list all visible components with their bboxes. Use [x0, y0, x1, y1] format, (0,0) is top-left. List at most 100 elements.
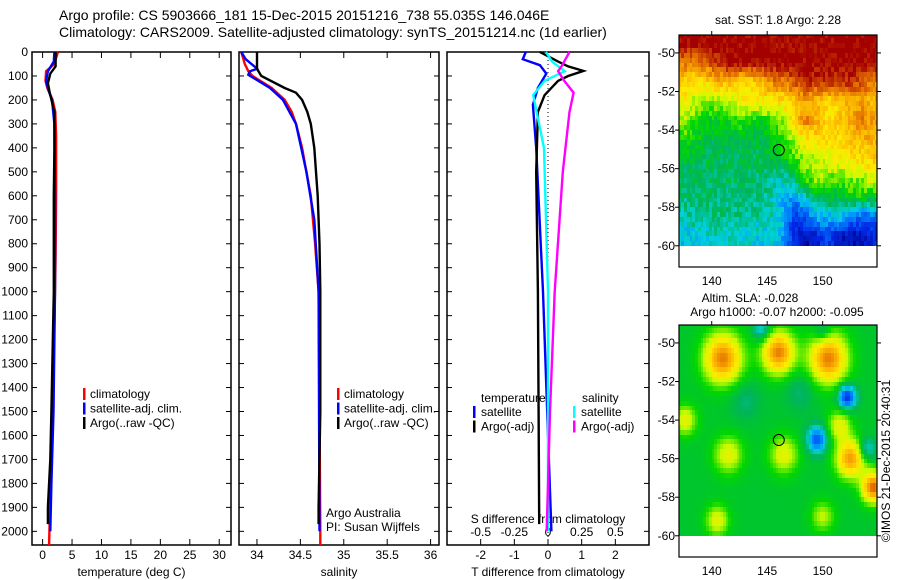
y-tick-label: 1400 — [1, 381, 28, 395]
legend-label: satellite — [581, 405, 622, 419]
plot-frame-0 — [31, 51, 232, 546]
lon-tick-label: 145 — [757, 274, 777, 288]
argo-float-location-marker — [772, 434, 785, 447]
y-tick-label: 200 — [8, 93, 28, 107]
x-tick-label: 34.5 — [289, 548, 313, 562]
lat-tick-label: -56 — [658, 452, 676, 466]
map-frame-3 — [678, 34, 878, 268]
lon-tick-label: 140 — [702, 564, 722, 578]
x-tick-label: 36 — [424, 548, 438, 562]
figure-title-line2: Climatology: CARS2009. Satellite-adjuste… — [59, 24, 607, 40]
annotation-pi: PI: Susan Wijffels — [326, 520, 420, 534]
y-tick-label: 100 — [8, 69, 28, 83]
x-axis-label: salinity — [321, 565, 358, 579]
legend-label: Argo(-adj) — [581, 420, 634, 434]
legend-label: climatology — [90, 387, 150, 401]
x-tick-label: -1 — [509, 548, 520, 562]
profile-line-argo-raw-qc- — [255, 52, 322, 525]
legend-swatch — [473, 406, 476, 418]
x-tick-label: 35 — [337, 548, 351, 562]
x-tick-label: 15 — [124, 548, 138, 562]
x-tick-label: 5 — [69, 548, 76, 562]
map-frame-4 — [678, 324, 878, 558]
s-diff-tick-label: -0.25 — [501, 525, 529, 539]
y-tick-label: 1700 — [1, 452, 28, 466]
x-tick-label: 25 — [183, 548, 197, 562]
legend-label: climatology — [344, 387, 404, 401]
profile-line-salinity-argo-adj- — [545, 51, 575, 532]
lat-tick-label: -50 — [658, 336, 676, 350]
lat-tick-label: -52 — [658, 85, 676, 99]
lat-tick-label: -50 — [658, 46, 676, 60]
s-diff-tick-label: -0.5 — [470, 525, 491, 539]
sla-map-title-line1: Altim. SLA: -0.028 — [702, 291, 799, 305]
x-tick-label: 34 — [250, 548, 264, 562]
x-axis-label: temperature (deg C) — [77, 565, 185, 579]
legend-header-temperature: temperature — [481, 391, 546, 405]
y-tick-label: 1900 — [1, 500, 28, 514]
s-diff-tick-label: 0 — [545, 525, 552, 539]
y-tick-label: 300 — [8, 117, 28, 131]
x-axis-label: T difference from climatology — [471, 565, 625, 579]
legend-swatch — [573, 420, 576, 433]
y-tick-label: 1600 — [1, 428, 28, 442]
profile-line-argo-raw-qc- — [46, 52, 57, 525]
profile-line-temperature-argo-adj- — [534, 50, 588, 525]
plot-frame-1 — [238, 51, 440, 546]
y-tick-label: 1800 — [1, 476, 28, 490]
y-tick-label: 1300 — [1, 357, 28, 371]
lat-tick-label: -54 — [658, 413, 676, 427]
figure-title-line1: Argo profile: CS 5903666_181 15-Dec-2015… — [59, 7, 549, 23]
y-tick-label: 900 — [8, 261, 28, 275]
legend-swatch — [473, 420, 476, 433]
y-tick-label: 400 — [8, 141, 28, 155]
sst-map-raster — [679, 35, 877, 267]
y-tick-label: 1500 — [1, 405, 28, 419]
legend-header-salinity: salinity — [582, 391, 619, 405]
argo-float-location-marker — [772, 144, 785, 157]
legend-label: satellite — [481, 405, 522, 419]
legend-swatch — [337, 417, 340, 429]
x-tick-label: 1 — [578, 548, 585, 562]
x-tick-label: 0 — [545, 548, 552, 562]
x-tick-label: 0 — [39, 548, 46, 562]
lat-tick-label: -56 — [658, 162, 676, 176]
y-tick-label: 1000 — [1, 285, 28, 299]
legend-swatch — [83, 417, 86, 429]
lat-tick-label: -60 — [658, 529, 676, 543]
y-tick-label: 800 — [8, 237, 28, 251]
legend-swatch — [83, 402, 86, 415]
lon-tick-label: 150 — [813, 274, 833, 288]
lat-tick-label: -58 — [658, 490, 676, 504]
copyright-timestamp: ©IMOS 21-Dec-2015 20:40:31 — [879, 380, 893, 543]
legend-swatch — [573, 406, 576, 418]
lat-tick-label: -54 — [658, 123, 676, 137]
legend-label: satellite-adj. clim. — [344, 402, 436, 416]
profile-line-climatology — [240, 51, 322, 545]
s-diff-tick-label: 0.25 — [570, 525, 594, 539]
y-tick-label: 500 — [8, 165, 28, 179]
legend-swatch — [83, 388, 86, 400]
lat-tick-label: -58 — [658, 200, 676, 214]
legend-swatch — [337, 388, 340, 400]
legend-swatch — [337, 402, 340, 415]
y-tick-label: 0 — [21, 45, 28, 59]
profile-line-salinity-satellite — [531, 51, 568, 532]
sla-map-title-line2: Argo h1000: -0.07 h2000: -0.095 — [690, 305, 864, 319]
s-diff-tick-label: 0.5 — [607, 525, 624, 539]
y-tick-label: 1200 — [1, 333, 28, 347]
x-tick-label: -2 — [475, 548, 486, 562]
sla-map-raster — [679, 325, 877, 557]
x-tick-label: 2 — [612, 548, 619, 562]
legend-label: satellite-adj. clim. — [90, 402, 182, 416]
annotation-argo-australia: Argo Australia — [326, 506, 401, 520]
lat-tick-label: -60 — [658, 239, 676, 253]
lon-tick-label: 140 — [702, 274, 722, 288]
legend-label: Argo(-adj) — [481, 420, 534, 434]
x-tick-label: 30 — [213, 548, 227, 562]
lon-tick-label: 145 — [757, 564, 777, 578]
profile-line-satellite-adj-clim- — [240, 51, 321, 532]
y-tick-label: 2000 — [1, 524, 28, 538]
